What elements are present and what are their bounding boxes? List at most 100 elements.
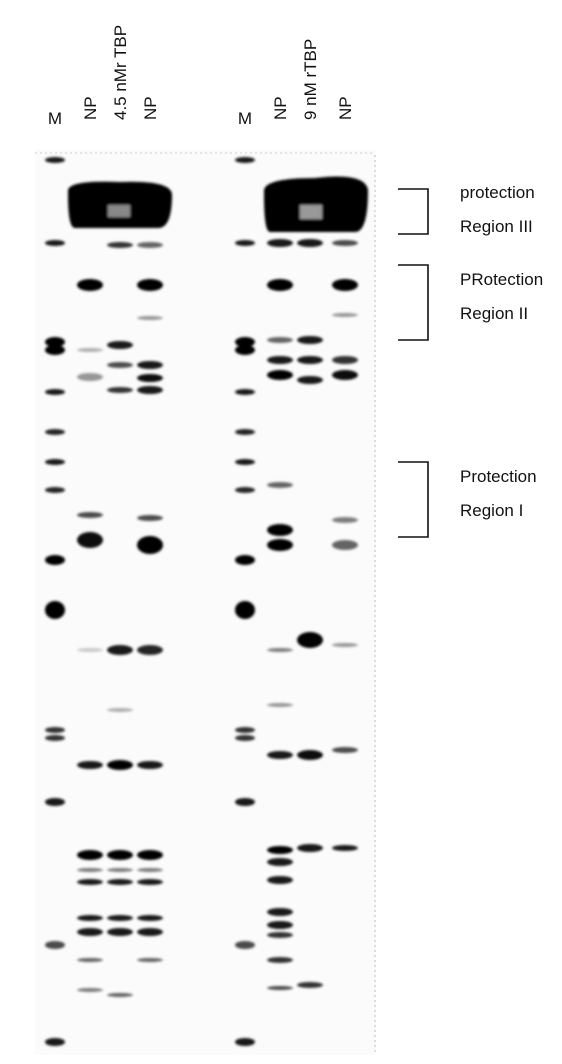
band: [77, 879, 103, 885]
band: [235, 429, 255, 435]
band: [137, 386, 163, 394]
band: [267, 751, 293, 759]
band: [297, 239, 323, 247]
band: [297, 844, 323, 852]
band: [107, 915, 133, 921]
band: [107, 850, 133, 860]
band: [107, 760, 133, 770]
band-blob: [68, 182, 172, 228]
band: [45, 389, 65, 395]
band: [332, 279, 358, 291]
band: [137, 928, 163, 936]
lane-label: NP: [336, 96, 355, 120]
lane-label: 9 nM rTBP: [301, 39, 320, 120]
band: [137, 915, 163, 921]
band: [137, 958, 163, 962]
band: [332, 747, 358, 753]
band: [297, 376, 323, 384]
band: [267, 908, 293, 916]
band: [107, 645, 133, 655]
band: [297, 982, 323, 988]
band: [77, 868, 103, 872]
band: [235, 941, 255, 949]
band: [267, 648, 293, 652]
band: [267, 356, 293, 364]
band-blob: [264, 177, 368, 233]
band: [137, 536, 163, 554]
lane-label: NP: [81, 96, 100, 120]
band: [235, 459, 255, 465]
band: [77, 928, 103, 936]
band: [267, 957, 293, 963]
band: [77, 279, 103, 291]
band: [77, 348, 103, 352]
band: [137, 645, 163, 655]
lane-label: M: [48, 109, 62, 128]
band: [267, 279, 293, 291]
band: [77, 850, 103, 860]
band: [267, 986, 293, 990]
band: [235, 157, 255, 163]
band: [332, 517, 358, 523]
brackets: [398, 189, 428, 537]
band-light: [300, 205, 322, 219]
band: [107, 242, 133, 248]
lane-label: 4.5 nMr TBP: [111, 25, 130, 120]
band: [332, 643, 358, 647]
band: [267, 482, 293, 488]
band: [77, 532, 103, 548]
band: [235, 727, 255, 733]
band: [77, 958, 103, 962]
region-label: Protection: [460, 467, 537, 486]
band: [45, 157, 65, 163]
page: {"lane_labels": ["M", "NP", "4.5 nMr TBP…: [0, 0, 562, 1059]
band: [45, 735, 65, 741]
band: [332, 240, 358, 246]
bracket: [398, 189, 428, 234]
band: [137, 761, 163, 769]
band: [267, 337, 293, 343]
band: [137, 361, 163, 369]
band: [332, 845, 358, 851]
band: [45, 487, 65, 493]
band: [77, 512, 103, 518]
band: [137, 316, 163, 320]
band: [77, 915, 103, 921]
band: [235, 345, 255, 355]
band: [332, 370, 358, 380]
band: [267, 239, 293, 247]
band: [235, 389, 255, 395]
band: [107, 993, 133, 997]
band: [332, 313, 358, 317]
band: [45, 240, 65, 246]
band: [137, 868, 163, 872]
bracket: [398, 265, 428, 340]
band: [45, 941, 65, 949]
band: [45, 1038, 65, 1046]
band: [267, 858, 293, 866]
band: [107, 387, 133, 393]
band: [137, 879, 163, 885]
band: [267, 703, 293, 707]
band: [137, 850, 163, 860]
band: [107, 341, 133, 349]
band: [137, 515, 163, 521]
band: [107, 708, 133, 712]
band: [267, 370, 293, 380]
band: [267, 524, 293, 536]
lane-label: NP: [141, 96, 160, 120]
band: [77, 648, 103, 652]
band: [267, 876, 293, 884]
band: [235, 735, 255, 741]
region-label: Region II: [460, 304, 528, 323]
band: [77, 373, 103, 381]
band: [267, 921, 293, 929]
region-label: protection: [460, 183, 535, 202]
band: [137, 279, 163, 291]
band: [235, 487, 255, 493]
band: [332, 540, 358, 550]
band: [137, 374, 163, 382]
band: [77, 988, 103, 992]
band: [267, 846, 293, 854]
bracket: [398, 462, 428, 537]
